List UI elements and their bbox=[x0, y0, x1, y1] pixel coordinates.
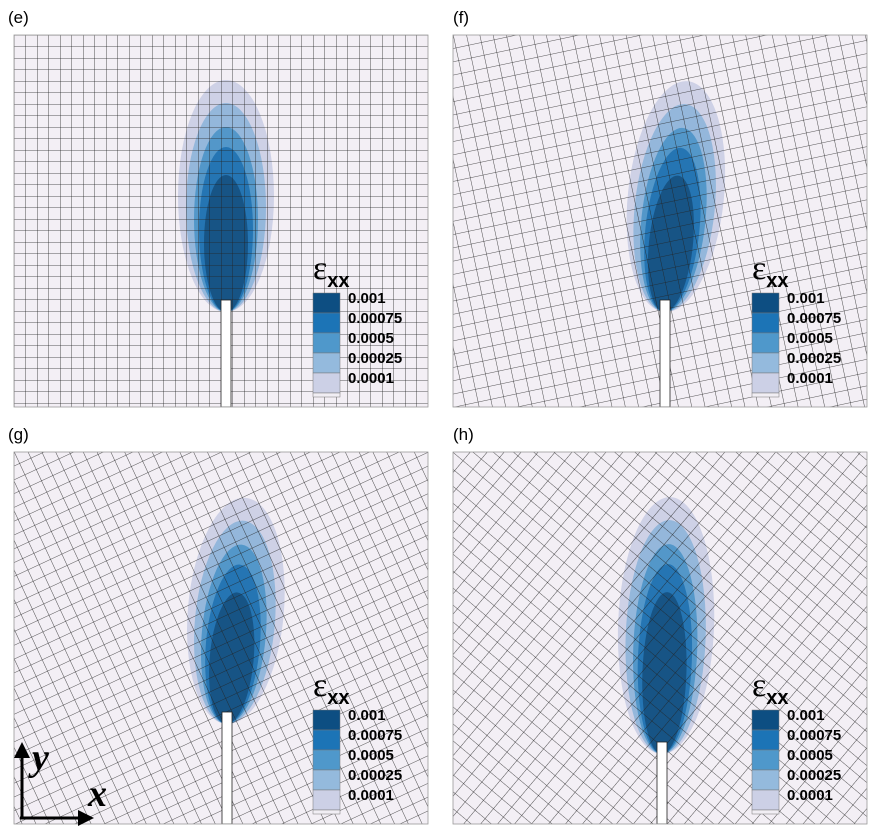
legend-symbol: ε bbox=[752, 250, 766, 287]
legend-swatch bbox=[312, 789, 341, 811]
legend-level: 0.00075 bbox=[787, 310, 841, 327]
legend-swatch bbox=[751, 332, 780, 354]
legend-swatch bbox=[751, 372, 780, 394]
legend-level: 0.0005 bbox=[787, 747, 833, 764]
crack-slit bbox=[220, 299, 232, 407]
panel-label: (h) bbox=[453, 425, 474, 444]
legend-swatch bbox=[312, 769, 341, 791]
panel-border bbox=[13, 34, 429, 408]
legend-swatch bbox=[312, 332, 341, 354]
legend-level: 0.0001 bbox=[348, 787, 394, 804]
legend-level: 0.0001 bbox=[348, 370, 394, 387]
legend-subscript: xx bbox=[327, 687, 349, 709]
legend-swatch bbox=[312, 312, 341, 334]
legend-swatch bbox=[751, 729, 780, 751]
y-arrowhead bbox=[14, 742, 30, 758]
panel-border bbox=[452, 451, 868, 825]
legend-symbol: ε bbox=[752, 667, 766, 704]
panel-label: (f) bbox=[453, 8, 469, 27]
x-arrowhead bbox=[78, 810, 94, 826]
legend-symbol: ε bbox=[313, 667, 327, 704]
legend-title: εxx bbox=[752, 250, 789, 292]
legend-level: 0.0001 bbox=[787, 370, 833, 387]
panel-label: (e) bbox=[8, 8, 29, 27]
legend-level: 0.00075 bbox=[348, 310, 402, 327]
crack-slit bbox=[659, 299, 671, 407]
legend-swatch bbox=[312, 352, 341, 374]
legend-swatch bbox=[751, 769, 780, 791]
panel-content bbox=[453, 452, 867, 824]
legend-swatch bbox=[312, 392, 341, 398]
legend-swatch bbox=[751, 392, 780, 398]
legend-swatch bbox=[312, 292, 341, 314]
legend-level: 0.00025 bbox=[348, 767, 402, 784]
panel-content bbox=[14, 452, 428, 824]
legend-level: 0.001 bbox=[787, 707, 825, 724]
legend-swatch bbox=[751, 749, 780, 771]
legend-subscript: xx bbox=[327, 270, 349, 292]
legend-level: 0.0001 bbox=[787, 787, 833, 804]
legend-swatch bbox=[751, 292, 780, 314]
legend-swatch bbox=[751, 809, 780, 815]
legend-swatch bbox=[312, 709, 341, 731]
panel-border bbox=[452, 34, 868, 408]
mesh bbox=[14, 452, 428, 824]
legend-title: εxx bbox=[752, 667, 789, 709]
legend-level: 0.00025 bbox=[787, 350, 841, 367]
legend-swatch bbox=[751, 312, 780, 334]
legend-level: 0.00075 bbox=[348, 727, 402, 744]
x-axis-label: x bbox=[87, 773, 107, 815]
legend-level: 0.001 bbox=[348, 707, 386, 724]
legend-level: 0.00025 bbox=[787, 767, 841, 784]
legend-swatch bbox=[312, 729, 341, 751]
legend-swatch bbox=[751, 789, 780, 811]
legend-swatch bbox=[312, 372, 341, 394]
crack-slit bbox=[221, 711, 233, 824]
legend-swatch bbox=[312, 749, 341, 771]
legend-symbol: ε bbox=[313, 250, 327, 287]
legend-swatch bbox=[312, 809, 341, 815]
legend-title: εxx bbox=[313, 250, 350, 292]
crack-slit bbox=[656, 741, 668, 824]
legend-subscript: xx bbox=[766, 687, 788, 709]
legend-subscript: xx bbox=[766, 270, 788, 292]
panel-content bbox=[453, 35, 867, 407]
legend-swatch bbox=[751, 709, 780, 731]
legend-level: 0.00025 bbox=[348, 350, 402, 367]
legend-swatch bbox=[751, 352, 780, 374]
legend-title: εxx bbox=[313, 667, 350, 709]
panel-label: (g) bbox=[8, 425, 29, 444]
legend-level: 0.00075 bbox=[787, 727, 841, 744]
legend-level: 0.0005 bbox=[348, 330, 394, 347]
y-axis-label: y bbox=[28, 737, 49, 779]
panel-border bbox=[13, 451, 429, 825]
panel-content bbox=[14, 35, 428, 407]
legend-level: 0.0005 bbox=[348, 747, 394, 764]
legend-level: 0.0005 bbox=[787, 330, 833, 347]
legend-level: 0.001 bbox=[348, 290, 386, 307]
legend-level: 0.001 bbox=[787, 290, 825, 307]
axes-icon: y x bbox=[14, 737, 107, 826]
